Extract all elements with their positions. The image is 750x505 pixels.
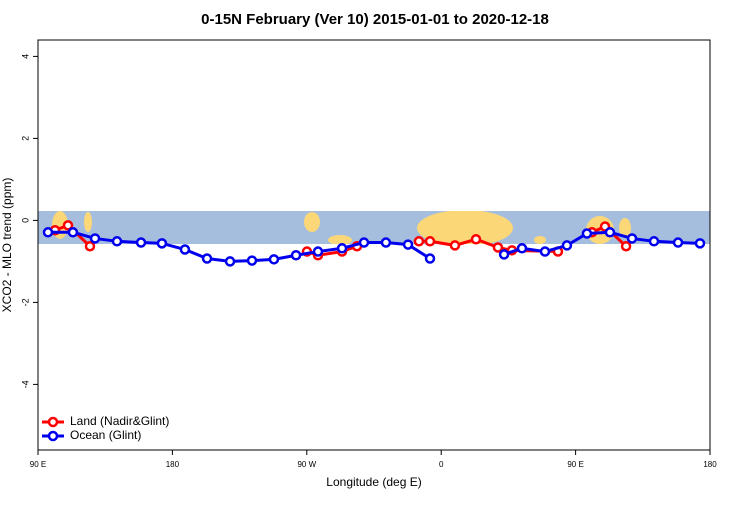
y-axis-title: XCO2 - MLO trend (ppm) (0, 178, 14, 313)
point (413, 236, 425, 247)
x-tick-label: 90 E (30, 460, 46, 469)
point (156, 238, 168, 249)
legend-label: Land (Nadir&Glint) (70, 414, 169, 428)
point (179, 244, 191, 255)
point (424, 236, 436, 247)
point (290, 250, 302, 261)
point (626, 233, 638, 244)
point (581, 228, 593, 239)
legend-label: Ocean (Glint) (70, 428, 141, 442)
point (336, 243, 348, 254)
map-land (417, 210, 513, 246)
map-land (84, 212, 92, 232)
map-clip-bottom (38, 244, 710, 450)
point (246, 255, 258, 266)
point (67, 227, 79, 238)
map-land (304, 212, 320, 232)
chart-title: 0-15N February (Ver 10) 2015-01-01 to 20… (201, 11, 549, 28)
point (672, 237, 684, 248)
map-land (619, 218, 631, 238)
point (312, 246, 324, 257)
y-tick-label: -2 (20, 298, 30, 306)
point (498, 249, 510, 260)
point (516, 243, 528, 254)
point (84, 240, 96, 252)
map-clip-top (38, 40, 710, 211)
point (42, 227, 54, 238)
x-tick-label: 90 W (297, 460, 316, 469)
point (380, 237, 392, 248)
point (648, 236, 660, 247)
point (402, 239, 414, 250)
point (89, 233, 101, 244)
x-axis-title: Longitude (deg E) (326, 475, 421, 489)
point (449, 240, 461, 251)
point (620, 240, 632, 252)
y-tick-label: 2 (20, 136, 30, 141)
point (604, 227, 616, 238)
point (539, 246, 551, 257)
map-land (534, 236, 546, 244)
point (492, 242, 504, 253)
y-tick-label: 4 (20, 54, 30, 59)
point (201, 253, 213, 264)
map-land (328, 235, 352, 245)
point (470, 234, 482, 245)
point (561, 240, 573, 251)
point (135, 237, 147, 248)
x-tick-label: 180 (166, 460, 180, 469)
point (111, 236, 123, 247)
point (62, 220, 74, 231)
legend-marker (47, 416, 59, 428)
point (224, 256, 236, 267)
x-tick-label: 90 E (567, 460, 583, 469)
legend-marker (47, 430, 59, 442)
y-tick-label: -4 (20, 380, 30, 388)
point (268, 254, 280, 265)
x-tick-label: 180 (703, 460, 717, 469)
y-tick-label: 0 (20, 218, 30, 223)
x-tick-label: 0 (439, 460, 444, 469)
point (424, 253, 436, 264)
plot-frame (37, 39, 711, 451)
point (694, 238, 706, 249)
point (358, 237, 370, 248)
